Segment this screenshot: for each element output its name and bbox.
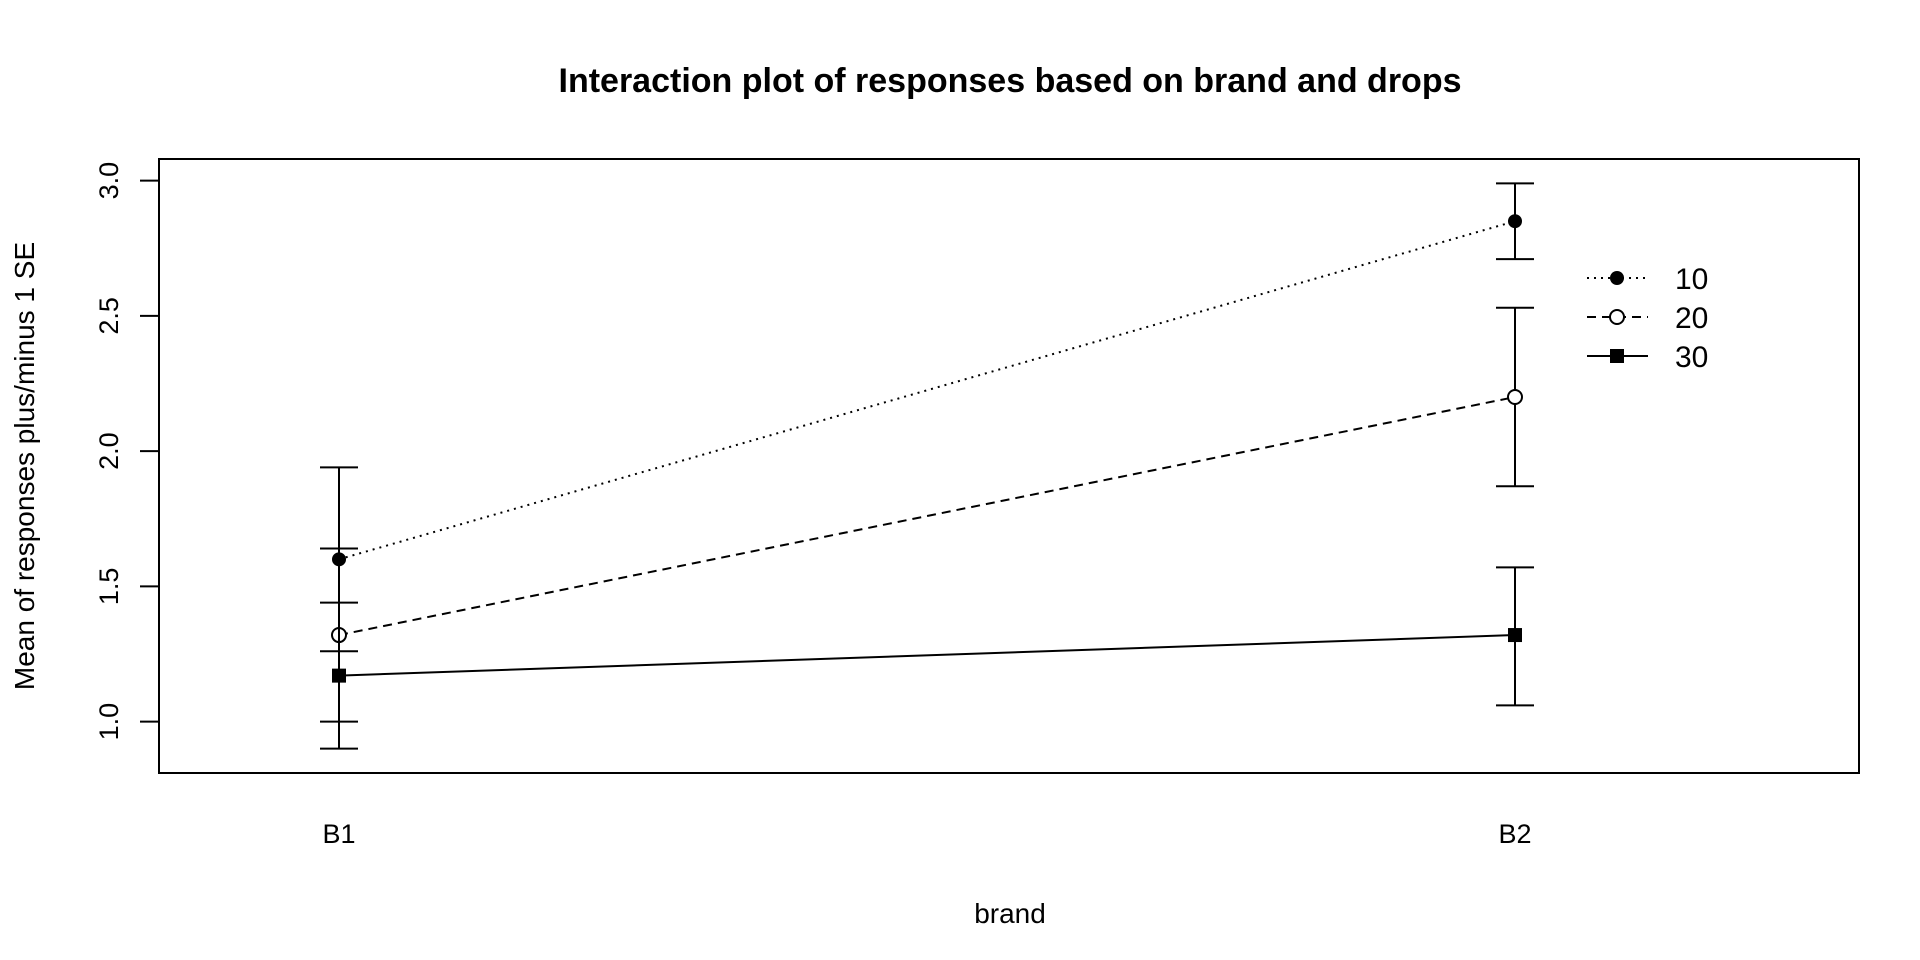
legend-marker — [1610, 271, 1624, 285]
y-tick-label: 1.0 — [94, 703, 124, 741]
x-axis-label: brand — [974, 898, 1046, 929]
series-30 — [320, 566, 1534, 750]
y-tick-label: 3.0 — [94, 162, 124, 200]
legend-label: 20 — [1675, 302, 1708, 335]
series-10 — [320, 182, 1534, 653]
series-layer — [320, 182, 1534, 750]
data-point — [332, 668, 346, 683]
y-tick-label: 1.5 — [94, 568, 124, 606]
series-line — [338, 634, 1516, 677]
x-axis: B1 B2 — [322, 819, 1531, 849]
x-tick-label: B2 — [1498, 819, 1531, 849]
data-point — [1508, 214, 1522, 229]
series-20 — [320, 306, 1534, 723]
x-tick-label: B1 — [322, 819, 355, 849]
legend-label: 10 — [1675, 263, 1708, 296]
y-tick-label: 2.5 — [94, 297, 124, 335]
y-tick-label: 2.0 — [94, 432, 124, 470]
series-line — [338, 396, 1516, 637]
legend: 10 20 30 — [1587, 263, 1708, 374]
y-axis-label: Mean of responses plus/minus 1 SE — [9, 242, 40, 690]
data-point — [1508, 628, 1522, 643]
y-axis: 1.0 1.5 2.0 2.5 3.0 — [94, 162, 160, 741]
plot-frame — [158, 158, 1860, 774]
legend-label: 30 — [1675, 341, 1708, 374]
legend-marker — [1610, 349, 1624, 363]
data-point — [1507, 389, 1523, 406]
legend-marker — [1609, 309, 1625, 325]
series-line — [338, 220, 1516, 561]
chart-title: Interaction plot of responses based on b… — [559, 62, 1462, 100]
